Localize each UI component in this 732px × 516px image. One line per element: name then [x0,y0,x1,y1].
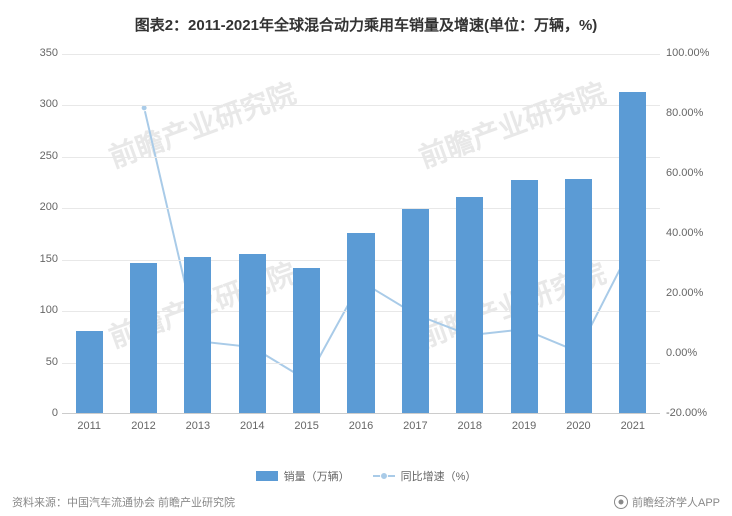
brand-icon [614,495,628,509]
y-right-tick-label: 40.00% [666,227,714,239]
legend-item-bars: 销量（万辆） [256,468,350,484]
source-text: 资料来源：中国汽车流通协会 前瞻产业研究院 [12,494,235,510]
y-left-tick-label: 350 [32,47,58,59]
y-left-tick-label: 150 [32,253,58,265]
grid-line [62,54,660,55]
x-tick-label: 2012 [124,420,164,432]
bar [130,263,157,413]
bar [76,331,103,413]
bar [511,180,538,413]
bar [347,233,374,413]
y-right-tick-label: 60.00% [666,167,714,179]
y-right-tick-label: 0.00% [666,347,714,359]
grid-line [62,157,660,158]
y-right-tick-label: 80.00% [666,107,714,119]
x-tick-label: 2015 [287,420,327,432]
bar [565,179,592,414]
y-right-tick-label: 20.00% [666,287,714,299]
x-tick-label: 2016 [341,420,381,432]
chart-area: 前瞻产业研究院 前瞻产业研究院 前瞻产业研究院 前瞻产业研究院 05010015… [34,44,696,444]
y-left-tick-label: 0 [32,407,58,419]
bar [239,254,266,413]
x-tick-label: 2013 [178,420,218,432]
footer-brand: 前瞻经济学人APP [614,494,720,510]
x-tick-label: 2020 [558,420,598,432]
y-right-tick-label: 100.00% [666,47,714,59]
bar [402,209,429,413]
legend: 销量（万辆） 同比增速（%） [0,468,732,484]
x-tick-label: 2011 [69,420,109,432]
y-left-tick-label: 300 [32,98,58,110]
x-tick-label: 2017 [395,420,435,432]
legend-item-line: 同比增速（%） [373,468,477,484]
plot-region [62,54,660,414]
x-tick-label: 2021 [613,420,653,432]
growth-line [144,108,632,380]
bar [456,197,483,413]
y-left-tick-label: 250 [32,150,58,162]
legend-line-swatch [373,471,395,481]
legend-line-label: 同比增速（%） [401,468,477,484]
x-tick-label: 2019 [504,420,544,432]
footer: 资料来源：中国汽车流通协会 前瞻产业研究院 前瞻经济学人APP [12,494,720,510]
y-left-tick-label: 200 [32,201,58,213]
x-tick-label: 2018 [450,420,490,432]
y-left-tick-label: 100 [32,304,58,316]
bar [293,268,320,413]
legend-bar-label: 销量（万辆） [284,468,350,484]
x-tick-label: 2014 [232,420,272,432]
legend-bar-swatch [256,471,278,481]
chart-title: 图表2：2011-2021年全球混合动力乘用车销量及增速(单位：万辆，%) [0,0,732,43]
bar [619,92,646,413]
bar [184,257,211,413]
grid-line [62,105,660,106]
y-right-tick-label: -20.00% [666,407,714,419]
brand-text: 前瞻经济学人APP [632,494,720,510]
y-left-tick-label: 50 [32,356,58,368]
